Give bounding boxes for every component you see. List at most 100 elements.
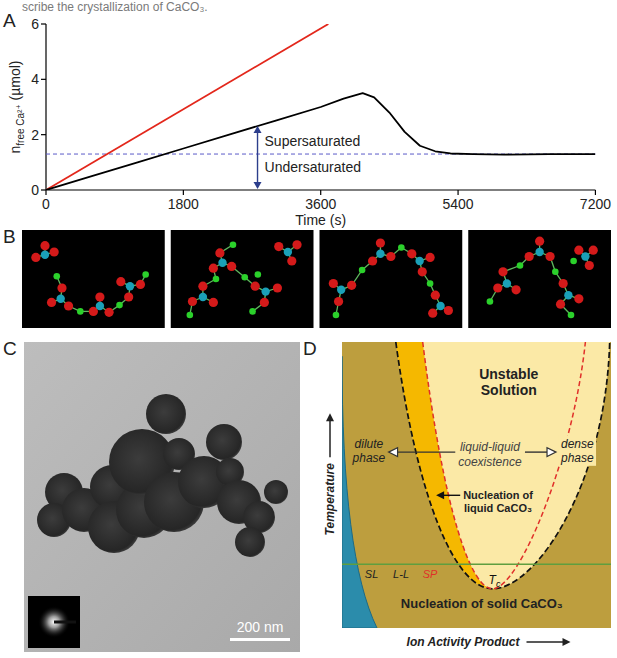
atom [585,261,594,270]
arrow [525,451,548,452]
y-axis-line [45,24,46,190]
atom [40,241,49,250]
region-label: dilutephase [352,437,386,465]
y-tick [41,134,46,135]
x-tick [457,190,458,195]
atom [503,279,511,287]
atom [53,273,60,280]
arrow-head [389,448,398,457]
particle [264,480,288,504]
atom [249,308,256,315]
atom [284,248,292,256]
arrow-head [254,126,262,133]
critical-point-label: Tc [489,573,501,589]
curve-label: SL [365,568,378,580]
particle [146,394,186,434]
atom [570,258,577,265]
atom [261,287,269,295]
atom [493,283,502,292]
atom [511,285,520,294]
x-axis-title: Time (s) [295,212,346,228]
annotation: Supersaturated [265,133,361,149]
atom [209,298,218,307]
y-tick-label: 6 [31,16,39,32]
atom [57,283,66,292]
region-label: liquid-liquidcoexistence [458,440,522,469]
region-label: Nucleation of solid CaCO₃ [401,596,563,611]
panel-label: B [3,226,16,247]
atom [227,262,236,271]
atom [535,237,544,246]
region-blue [342,356,377,628]
region-olive [342,342,611,628]
atom [535,248,543,256]
axis-arrow [329,419,331,457]
snapshot-bg [22,230,165,328]
annotation-arrow [257,131,258,184]
region-label-line: Unstable [479,366,538,382]
region-label-line: Solution [481,382,537,398]
x-tick-label: 1800 [168,196,199,212]
atom [255,271,262,278]
arrow-head [326,413,334,421]
atom [427,280,434,287]
arrow-head [436,491,444,499]
label-patch [558,436,596,466]
atom [426,253,435,262]
atom [556,300,565,309]
diagram-regions [342,342,611,628]
snapshot-bg [320,230,463,328]
atom [292,240,301,249]
atom [273,283,282,292]
phase-diagram: UnstableSolution dilutephase liquid-liquid… [323,342,611,649]
atom [333,312,340,319]
panel-label: C [3,338,17,359]
x-axis-title: Ion Activity Product [407,635,521,649]
atom [498,267,507,276]
region-pale [396,342,610,589]
atom [31,253,40,262]
atom [116,277,125,286]
x-tick [183,190,184,195]
atom [517,262,524,269]
tem-image: 200 nm [24,342,300,652]
atom [347,281,356,290]
arrow-head [562,638,570,646]
snapshot [22,230,165,328]
y-tick [41,79,46,80]
plot-data [46,24,595,190]
atom [545,252,554,261]
atom [444,306,453,315]
atom [124,292,133,301]
region-label-line: phase [352,451,386,465]
atom [386,252,395,261]
atom [334,297,343,306]
y-title-sub: free Ca²⁺ [15,104,26,145]
region-label-line: Nucleation of [463,489,533,501]
atom [104,308,113,317]
region-label: Nucleation ofliquid CaCO₃ [463,489,533,514]
annotation: Undersaturated [265,159,362,175]
atom [215,248,224,257]
region-label: densephase [560,437,594,465]
snapshot [171,230,314,328]
atom [198,282,207,291]
atom [260,298,269,307]
atom [199,293,207,301]
y-axis-title: Temperature [323,463,337,536]
x-tick-label: 3600 [305,196,336,212]
arrow-head [547,448,556,457]
atom [574,294,583,303]
y-tick [41,23,46,24]
atom [241,274,248,281]
atom [564,291,572,299]
tc-sub: c [496,579,501,589]
binodal [396,342,610,589]
scale-bar [230,638,290,641]
axis-arrow [526,641,564,643]
atom [359,267,366,274]
atom [287,256,296,265]
atom [487,298,494,305]
atom [376,250,384,258]
inset [28,596,80,648]
